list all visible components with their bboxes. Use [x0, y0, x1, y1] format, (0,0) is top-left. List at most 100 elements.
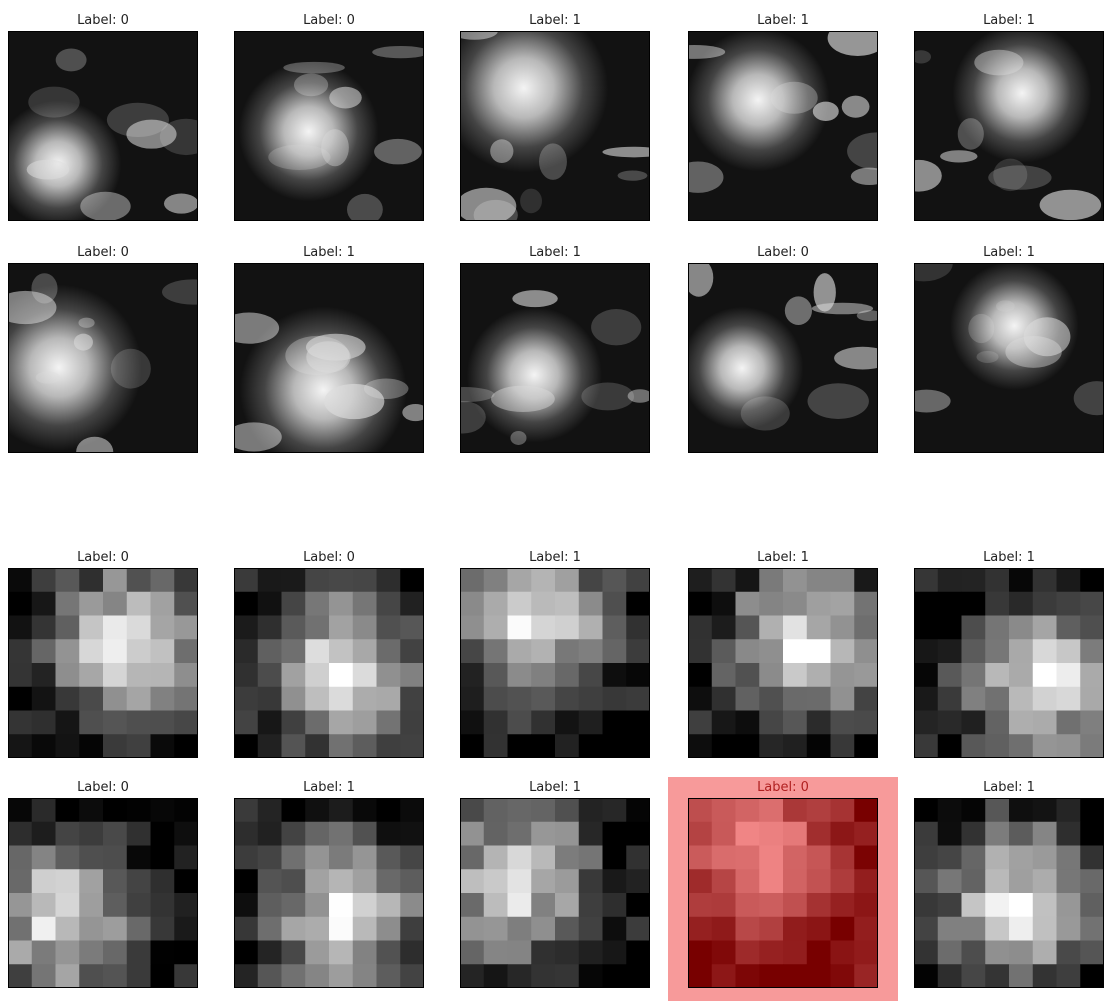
- pixel: [460, 917, 484, 941]
- pixel: [831, 734, 855, 758]
- pixel: [1033, 822, 1057, 846]
- pixel: [32, 893, 56, 917]
- pixel: [1009, 568, 1033, 592]
- pixel: [8, 687, 32, 711]
- pixel: [914, 592, 938, 616]
- pixel: [377, 846, 401, 870]
- pixel: [174, 592, 198, 616]
- pixel: [103, 941, 127, 965]
- pixel: [127, 798, 151, 822]
- pixel: [400, 822, 424, 846]
- pixel: [282, 687, 306, 711]
- pixel: [688, 592, 712, 616]
- pixel: [174, 964, 198, 988]
- pixel: [56, 964, 80, 988]
- pixel: [736, 917, 760, 941]
- pixel: [531, 592, 555, 616]
- pixel: [32, 734, 56, 758]
- cloud: [490, 139, 513, 163]
- pixel: [1009, 798, 1033, 822]
- pixel: [626, 711, 650, 735]
- pixel: [400, 616, 424, 640]
- pixel: [329, 917, 353, 941]
- pixel: [531, 663, 555, 687]
- pixel: [103, 917, 127, 941]
- pixel: [508, 592, 532, 616]
- pixel: [783, 711, 807, 735]
- pixel: [127, 663, 151, 687]
- pixel: [531, 798, 555, 822]
- pixel: [8, 941, 32, 965]
- pixel: [79, 964, 103, 988]
- pixel: [783, 734, 807, 758]
- panel-label: Label: 0: [688, 780, 878, 795]
- pixel: [831, 568, 855, 592]
- pixel: [962, 941, 986, 965]
- pixel: [234, 798, 258, 822]
- pixel: [914, 568, 938, 592]
- pixel: [579, 711, 603, 735]
- pixel: [712, 917, 736, 941]
- pixel: [1009, 616, 1033, 640]
- pixel: [603, 711, 627, 735]
- pixel: [79, 616, 103, 640]
- pixel: [258, 639, 282, 663]
- pixel: [79, 798, 103, 822]
- cloud: [1040, 190, 1102, 220]
- pixel: [353, 893, 377, 917]
- pixel: [305, 869, 329, 893]
- cloud: [974, 50, 1023, 76]
- pixel: [234, 869, 258, 893]
- pixel: [603, 869, 627, 893]
- pixel: [807, 592, 831, 616]
- pixel: [460, 964, 484, 988]
- pixel: [508, 941, 532, 965]
- pixel: [1080, 822, 1104, 846]
- pixel: [8, 893, 32, 917]
- pixel: [484, 964, 508, 988]
- pixel: [626, 917, 650, 941]
- pixel: [938, 798, 962, 822]
- pixel: [985, 639, 1009, 663]
- pixel: [831, 917, 855, 941]
- pixel: [8, 734, 32, 758]
- pixel: [759, 711, 783, 735]
- panel-label: Label: 0: [8, 245, 198, 260]
- pixel: [103, 798, 127, 822]
- image: [688, 31, 878, 221]
- pixel: [174, 734, 198, 758]
- pixel: [377, 734, 401, 758]
- pixel: [1057, 822, 1081, 846]
- pixel: [377, 639, 401, 663]
- pixel: [783, 917, 807, 941]
- pixel: [353, 711, 377, 735]
- pixel: [400, 941, 424, 965]
- pixel: [783, 663, 807, 687]
- pixel: [127, 639, 151, 663]
- pixel: [8, 798, 32, 822]
- pixel: [626, 639, 650, 663]
- pixel: [258, 917, 282, 941]
- pixel: [807, 639, 831, 663]
- pixel: [8, 964, 32, 988]
- pixel: [151, 941, 175, 965]
- pixel: [8, 663, 32, 687]
- pixel: [484, 711, 508, 735]
- pixel: [603, 822, 627, 846]
- pixel: [56, 663, 80, 687]
- pixel: [56, 869, 80, 893]
- pixel: [258, 734, 282, 758]
- pixel: [783, 941, 807, 965]
- pixel: [712, 734, 736, 758]
- pixel: [579, 616, 603, 640]
- pixel: [1080, 798, 1104, 822]
- pixel: [985, 592, 1009, 616]
- pixel: [32, 616, 56, 640]
- pixel: [234, 893, 258, 917]
- pixel: [329, 798, 353, 822]
- pixel: [305, 734, 329, 758]
- pixel: [759, 592, 783, 616]
- pixel: [1080, 869, 1104, 893]
- pixel: [484, 941, 508, 965]
- pixel: [783, 893, 807, 917]
